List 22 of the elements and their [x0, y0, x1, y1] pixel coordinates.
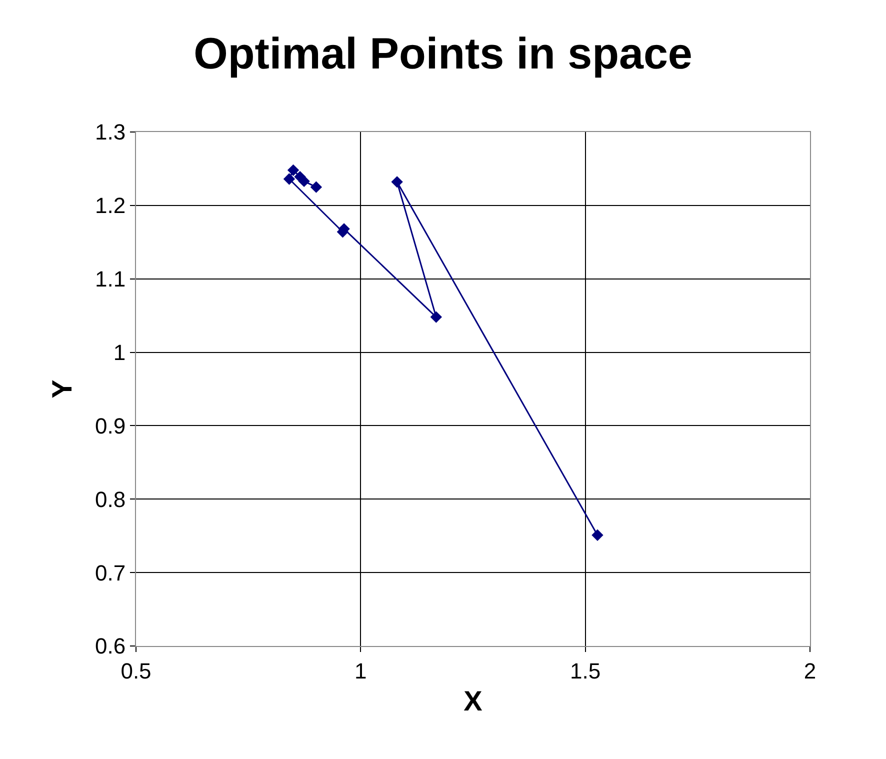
- chart-title: Optimal Points in space: [194, 30, 692, 79]
- y-tick-label: 0.7: [95, 560, 126, 586]
- point: [298, 175, 310, 188]
- point: [283, 173, 296, 185]
- y-tick-label: 0.9: [95, 413, 126, 438]
- y-axis-title: Y: [46, 379, 78, 398]
- y-tick-label: 0.6: [95, 634, 126, 659]
- x-tick-label: 1.5: [570, 658, 601, 684]
- x-tick-label: 1: [354, 658, 367, 684]
- x-tick-label: 2: [804, 658, 816, 684]
- y-tick-label: 1.2: [95, 193, 126, 218]
- y-tick-label: 0.8: [95, 486, 126, 512]
- point: [310, 181, 322, 193]
- point: [430, 311, 442, 323]
- point: [287, 164, 300, 176]
- x-tick-label: 0.5: [120, 658, 152, 684]
- y-tick-label: 1.1: [95, 266, 126, 292]
- point: [592, 529, 604, 541]
- x-axis-title: X: [464, 686, 483, 716]
- y-tick-label: 1: [113, 340, 126, 365]
- point: [391, 176, 403, 188]
- y-tick-label: 1.3: [95, 120, 126, 145]
